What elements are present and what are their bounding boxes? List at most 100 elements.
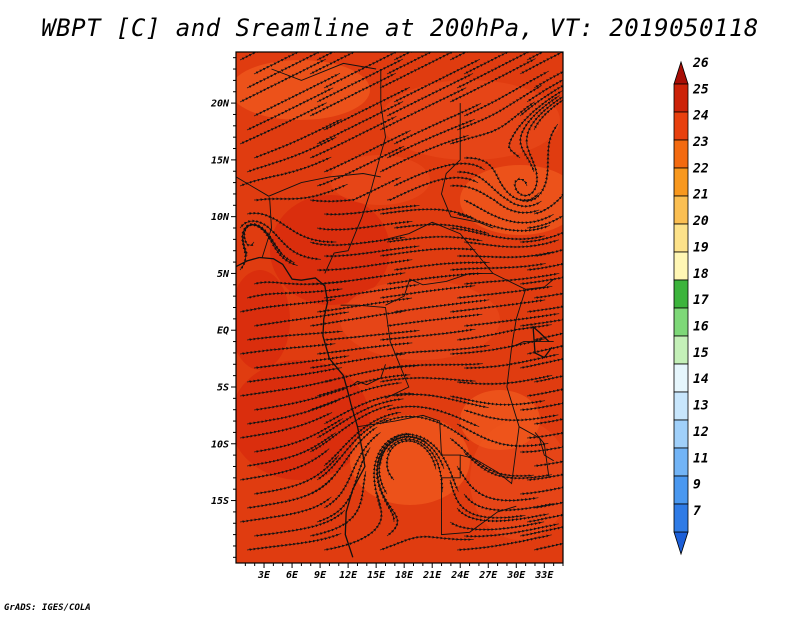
streamline [533,542,563,551]
streamline [519,525,563,537]
streamline [449,338,545,356]
colorbar-label: 16 [693,319,709,334]
country-border [261,197,272,258]
streamline [526,388,563,397]
streamlines [239,52,563,552]
streamline [519,357,563,369]
colorbar-swatch [673,167,689,197]
streamline [533,501,563,509]
streamline [463,272,560,286]
streamline [519,402,563,412]
colorbar-swatch [673,83,689,113]
streamline [309,176,401,203]
wbpt-shade-patch [236,270,290,370]
coastline [236,256,260,268]
streamline [246,533,342,551]
x-tick-label: 6E [286,570,299,581]
streamline [519,232,563,244]
country-border [539,437,554,462]
x-tick-label: 15E [367,570,386,581]
colorbar-swatch [673,335,689,365]
colorbar-swatch [673,447,689,477]
streamline [323,491,383,551]
x-tick-label: 27E [478,570,498,581]
streamline [526,305,563,313]
country-border [534,432,550,478]
country-border [511,341,554,348]
wbpt-shade-patch [350,415,470,505]
streamline [533,418,563,426]
y-tick-label: 5S [217,382,229,393]
streamline [309,353,406,369]
y-tick-label: 10N [211,212,230,223]
colorbar-swatch [673,307,689,337]
colorbar-swatch [673,363,689,393]
country-border [371,69,386,189]
streamline [526,262,563,272]
colorbar-label: 17 [693,293,709,308]
colorbar-min-arrow [673,531,689,556]
country-border [525,278,554,290]
streamline [309,310,405,327]
streamline [533,292,563,299]
streamline [533,460,563,468]
x-tick-label: 33E [534,570,554,581]
colorbar-label: 18 [693,267,709,282]
colorbar-swatch [673,139,689,169]
streamline [526,473,563,482]
colorbar-label: 26 [692,56,709,71]
colorbar-swatch [673,391,689,421]
streamline [239,223,283,271]
streamline [393,261,490,271]
map-title: WBPT [C] and Sreamline at 200hPa, VT: 20… [41,14,759,42]
streamline [386,235,483,244]
y-tick-label: 15S [211,496,229,507]
streamline [463,239,560,249]
y-tick-label: 10S [211,439,229,450]
streamline [519,276,563,286]
streamline [456,534,552,552]
x-tick-label: 9E [314,570,327,581]
country-border [340,304,410,399]
coastlines [236,62,554,558]
x-tick-label: 21E [422,570,442,581]
y-axis: 20N 15N 10N 5N EQ 5S 10S 15S [210,57,236,558]
streamline [386,176,479,202]
streamline [526,431,563,440]
colorbar-swatch [673,195,689,225]
country-border [441,103,494,229]
colorbar-label: 12 [693,425,709,440]
y-tick-label: 5N [217,269,230,280]
colorbar-swatch [673,279,689,309]
streamline [464,353,559,370]
wbpt-shade-patch [236,360,370,480]
colorbar-swatch [673,223,689,253]
colorbar-label: 14 [693,372,709,387]
streamline [239,156,332,187]
streamline [239,298,336,313]
x-tick-label: 18E [395,570,414,581]
colorbar-label: 23 [692,135,709,150]
streamline [463,409,559,422]
coastline [259,256,366,558]
y-tick-label: EQ [217,326,229,337]
country-border [236,173,381,197]
streamline [449,299,546,314]
streamline [456,324,552,342]
x-tick-label: 12E [339,570,358,581]
streamline [533,189,563,215]
colorbar-label: 19 [693,240,709,255]
colorbar-swatch [673,111,689,141]
coastline [532,325,553,359]
y-tick-label: 15N [211,155,230,166]
colorbar-max-arrow [673,60,689,85]
streamline [456,285,553,300]
colorbar: 26 25 24 23 22 21 20 19 18 17 16 15 14 13 12 11 9 7 [673,56,709,556]
colorbar-swatch [673,251,689,281]
colorbar-label: 13 [693,399,709,414]
colorbar-swatch [673,419,689,449]
colorbar-label: 11 [693,451,709,466]
streamline [379,284,476,299]
map-field [236,52,563,563]
